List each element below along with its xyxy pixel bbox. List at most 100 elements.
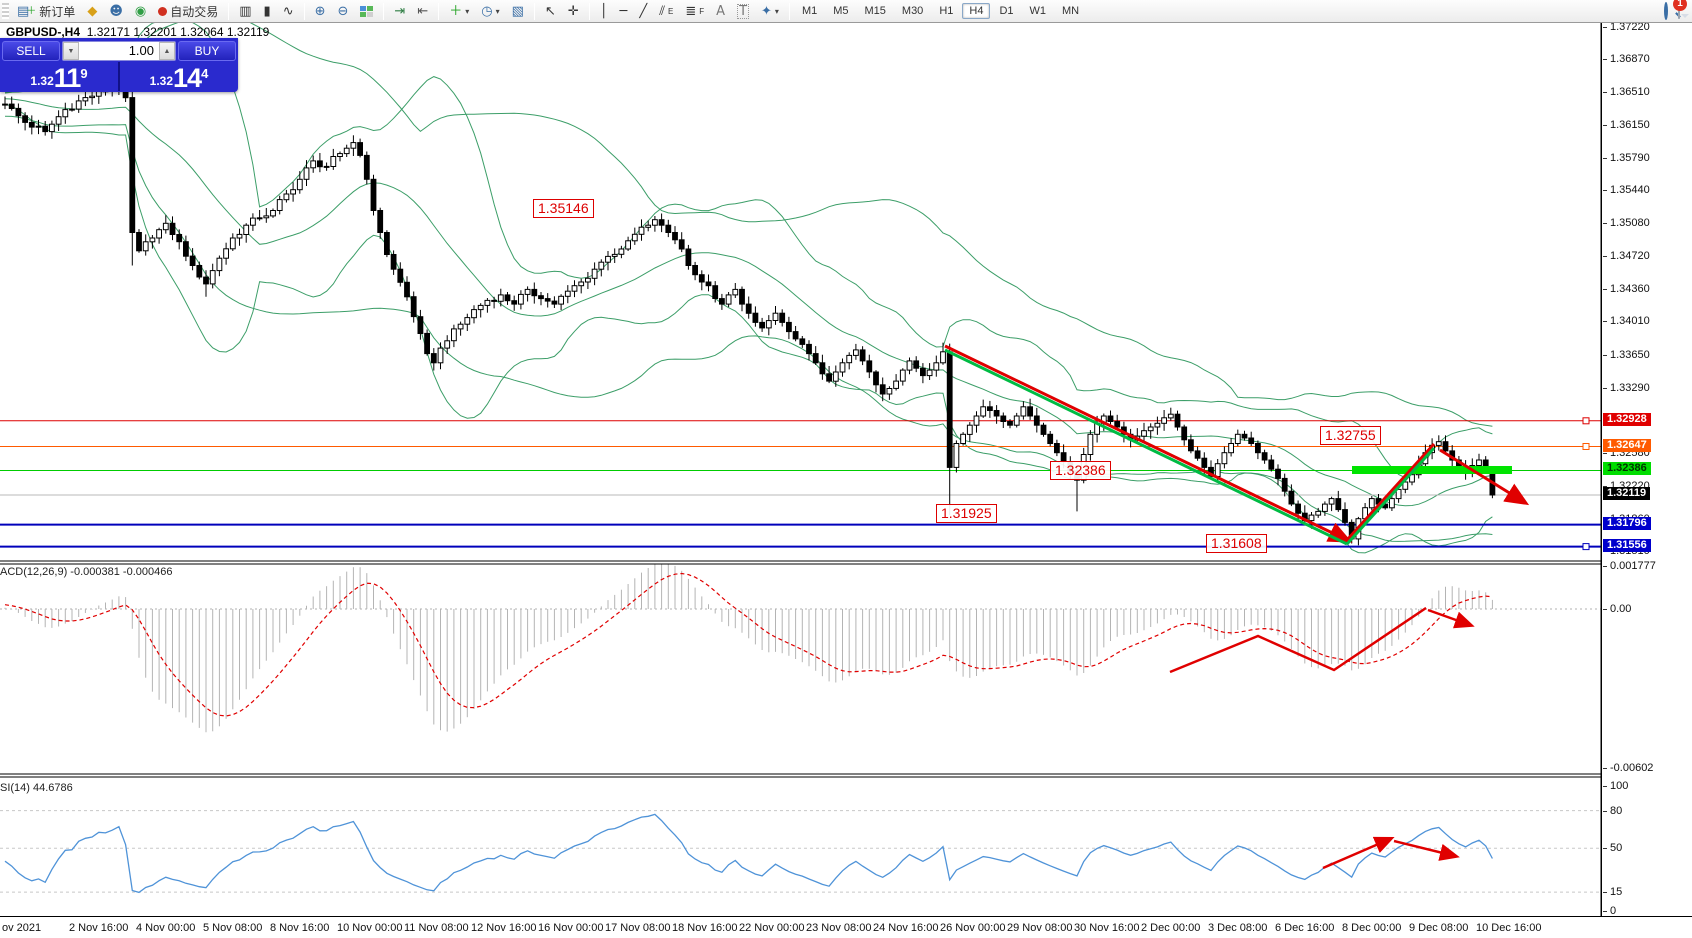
time-tick: 18 Nov 16:00 [672,922,738,934]
price-callout-1.32386[interactable]: 1.32386 [1050,461,1111,480]
profile-button[interactable]: ☻ [104,2,128,21]
green-highlight-bar[interactable] [1352,466,1512,474]
chat-button[interactable]: 1 [1673,0,1687,19]
sell-button[interactable]: SELL [2,40,60,61]
trendline-icon: ╱ [639,3,648,19]
templates-button[interactable]: ▧ [507,2,529,21]
timeframe-group: M1 M5 M15 M30 H1 H4 D1 W1 MN [794,3,1087,19]
timeframe-MN[interactable]: MN [1062,5,1080,17]
shapes-button[interactable]: ✦ ▾ [761,3,779,19]
price-tick-1.35440: 1.35440 [1603,184,1650,197]
equidistant-channel-button[interactable]: ⫽ E [659,3,674,19]
macd-tick-0.00: 0.00 [1602,603,1632,615]
candlestick-chart-button[interactable]: ▮ [259,2,276,21]
line-endpoint-marker[interactable] [1582,543,1590,551]
time-tick: 10 Dec 16:00 [1476,922,1542,934]
trend-arrow-red-1[interactable] [1345,442,1436,542]
template-icon: ▧ [511,3,524,19]
cursor-icon: ↖ [544,3,556,19]
time-tick: 6 Dec 16:00 [1275,922,1335,934]
price-callout-1.35146[interactable]: 1.35146 [533,199,594,218]
price-callout-1.32755[interactable]: 1.32755 [1320,426,1381,445]
buy-price[interactable]: 1.32 14 4 [120,62,238,93]
crystal-icon: ◆ [87,3,98,19]
zoom-out-button[interactable]: ⊖ [333,2,354,21]
price-tick-1.33650: 1.33650 [1603,348,1650,361]
macd-arrow[interactable] [1427,608,1475,629]
cursor-button[interactable]: ↖ [540,2,561,21]
price-axis[interactable]: 1.37220 1.36870 1.36510 1.36150 1.35790 1.354… [1601,21,1692,917]
time-axis[interactable]: ov 2021 2 Nov 16:00 4 Nov 00:00 5 Nov 08:00… [0,916,1692,938]
chart-shift-button[interactable]: ⇤ [412,2,433,21]
vertical-line-icon: │ [599,3,608,19]
timeframe-H4[interactable]: H4 [962,3,991,19]
time-tick: 4 Nov 00:00 [136,922,196,934]
red-arrow-2[interactable] [1439,448,1530,506]
trend-arrow-green-0[interactable] [944,348,1348,546]
horizontal-line-button[interactable]: ─ [615,2,633,21]
trend-arrow-green-1[interactable] [1345,446,1436,546]
volume-input[interactable] [79,43,159,58]
time-tick: 29 Nov 08:00 [1007,922,1073,934]
line-endpoint-marker[interactable] [1582,443,1590,450]
rsi-arrow-0[interactable] [1322,836,1395,870]
sell-price[interactable]: 1.32 11 9 [0,62,120,92]
profile-icon: ☻ [109,3,123,19]
time-tick: 16 Nov 00:00 [538,922,604,934]
price-callout-1.31608[interactable]: 1.31608 [1206,534,1267,553]
trend-arrow-red-0[interactable] [944,344,1353,543]
search-button[interactable] [1664,2,1668,20]
line-chart-button[interactable]: ∿ [278,2,299,21]
zoom-out-icon: ⊖ [337,3,349,19]
periods-button[interactable]: ◷ ▾ [481,3,500,19]
volume-up-button[interactable]: ▲ [159,41,175,60]
volume-down-button[interactable]: ▼ [63,41,79,60]
new-order-button[interactable]: ▤ ＋ 新订单 [12,2,80,21]
toolbar-grip[interactable] [2,3,9,19]
timeframe-D1[interactable]: D1 [999,5,1014,17]
text-button[interactable]: A [711,2,730,21]
price-tick-1.34720: 1.34720 [1603,250,1650,263]
crosshair-button[interactable]: ✛ [563,2,584,21]
timeframe-M5[interactable]: M5 [833,5,849,17]
buy-price-big: 14 [173,63,202,93]
candlestick-icon: ▮ [263,3,271,19]
time-tick: 8 Dec 00:00 [1342,922,1402,934]
time-tick: 22 Nov 00:00 [739,922,805,934]
fibonacci-button[interactable]: ≣ F [685,3,705,19]
vertical-line-button[interactable]: │ [595,2,613,21]
line-endpoint-marker[interactable] [1582,417,1590,425]
timeframe-W1[interactable]: W1 [1029,5,1047,17]
one-click-trading-panel: SELL ▼ ▲ BUY 1.32 11 9 1.32 14 4 [0,38,238,92]
trendline-button[interactable]: ╱ [634,2,652,21]
time-tick: 2 Dec 00:00 [1141,922,1201,934]
tile-windows-button[interactable] [355,2,378,21]
crystal-button[interactable]: ◆ [82,2,102,21]
rsi-pane [0,810,1601,894]
timeframe-H1[interactable]: H1 [939,5,954,17]
autotrading-label: 自动交易 [170,4,219,19]
auto-scroll-button[interactable]: ⇥ [389,2,410,21]
clock-icon: ◷ [481,3,493,19]
timeframe-M30[interactable]: M30 [901,5,924,17]
rsi-tick-50: 50 [1602,842,1623,855]
add-indicator-icon: ＋ [449,3,463,19]
zoom-in-button[interactable]: ⊕ [310,2,331,21]
rsi-arrow-1[interactable] [1393,839,1460,861]
macd-trend-annotation[interactable] [1169,606,1427,674]
time-tick: 2 Nov 16:00 [69,922,129,934]
timeframe-M15[interactable]: M15 [864,5,886,17]
price-callout-1.31925[interactable]: 1.31925 [936,504,997,523]
signals-button[interactable]: ◉ [130,2,151,21]
autotrading-button[interactable]: 自动交易 [153,2,223,21]
bar-chart-button[interactable]: ▥ [234,2,256,21]
horizontal-line-icon: ─ [619,3,628,19]
add-indicator-button[interactable]: ＋ ▾ [449,3,470,19]
timeframe-M1[interactable]: M1 [801,5,818,17]
buy-price-prefix: 1.32 [149,74,174,88]
text-label-button[interactable]: T [732,2,754,21]
signals-icon: ◉ [134,3,147,19]
buy-button[interactable]: BUY [178,40,236,61]
